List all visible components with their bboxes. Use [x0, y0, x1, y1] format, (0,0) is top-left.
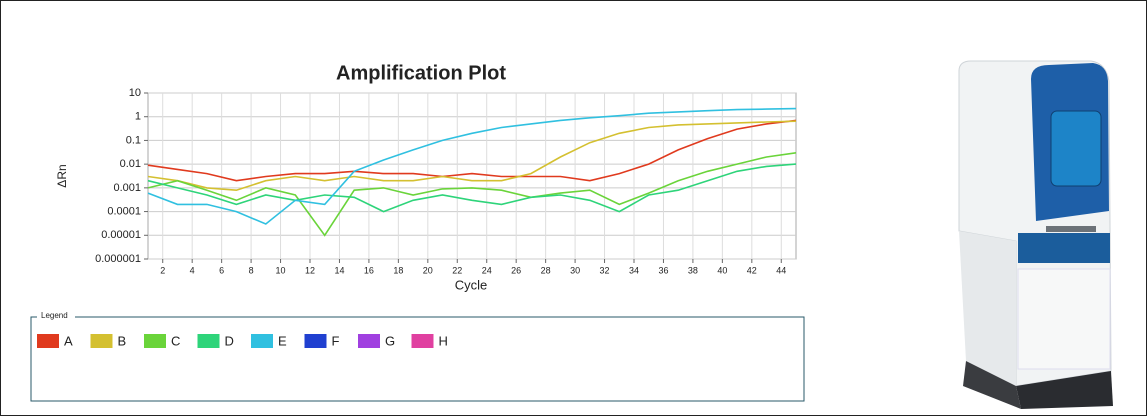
- x-axis-label: Cycle: [455, 277, 488, 292]
- y-tick-label: 0.000001: [95, 253, 141, 265]
- x-tick-label: 10: [276, 265, 286, 275]
- y-tick-label: 0.1: [126, 134, 141, 146]
- legend-swatch: [358, 334, 380, 348]
- legend-swatch: [251, 334, 273, 348]
- series-line: [147, 119, 797, 182]
- legend-swatch: [411, 334, 434, 348]
- legend-label: C: [171, 333, 180, 348]
- legend-swatch: [197, 334, 220, 348]
- x-tick-label: 26: [511, 265, 521, 275]
- legend-label: A: [64, 333, 73, 348]
- x-tick-label: 12: [305, 265, 315, 275]
- x-tick-label: 22: [452, 265, 462, 275]
- legend-swatch: [37, 334, 59, 348]
- x-tick-label: 44: [776, 265, 786, 275]
- chart-title: Amplification Plot: [336, 62, 506, 84]
- x-tick-label: 30: [570, 265, 580, 275]
- series-line: [147, 107, 797, 225]
- x-tick-label: 42: [747, 265, 757, 275]
- x-tick-label: 40: [717, 265, 727, 275]
- y-tick-label: 0.0001: [107, 205, 141, 217]
- legend-label: F: [332, 333, 340, 348]
- legend-label: D: [225, 333, 234, 348]
- x-tick-label: 4: [190, 265, 195, 275]
- x-tick-label: 20: [423, 265, 433, 275]
- y-tick-label: 0.01: [120, 158, 141, 170]
- x-tick-label: 38: [688, 265, 698, 275]
- legend-label: G: [385, 333, 395, 348]
- legend-swatch: [304, 334, 327, 348]
- x-tick-label: 28: [541, 265, 551, 275]
- x-tick-label: 32: [600, 265, 610, 275]
- legend-swatch: [144, 334, 166, 348]
- y-tick-label: 10: [129, 87, 141, 99]
- legend-title: Legend: [41, 311, 68, 320]
- y-tick-label: 0.00001: [101, 229, 141, 241]
- x-tick-label: 2: [160, 265, 165, 275]
- x-tick-label: 16: [364, 265, 374, 275]
- x-tick-label: 36: [658, 265, 668, 275]
- series-line: [147, 163, 797, 213]
- x-tick-label: 34: [629, 265, 639, 275]
- x-tick-label: 18: [393, 265, 403, 275]
- instrument-image: [958, 60, 1113, 409]
- x-tick-label: 8: [249, 265, 254, 275]
- x-tick-label: 14: [334, 265, 344, 275]
- legend-box: [30, 316, 805, 402]
- legend-label: H: [439, 333, 448, 348]
- series-line: [147, 152, 797, 237]
- y-axis-label: ΔRn: [55, 164, 69, 187]
- y-tick-label: 0.001: [113, 182, 141, 194]
- legend-swatch: [90, 334, 113, 348]
- x-tick-label: 24: [482, 265, 492, 275]
- x-tick-label: 6: [219, 265, 224, 275]
- y-tick-label: 1: [135, 111, 141, 123]
- legend-label: B: [118, 333, 127, 348]
- plot-area: [147, 92, 797, 260]
- series-line: [147, 120, 797, 192]
- legend-title-bg: [37, 311, 75, 321]
- legend-label: E: [278, 333, 287, 348]
